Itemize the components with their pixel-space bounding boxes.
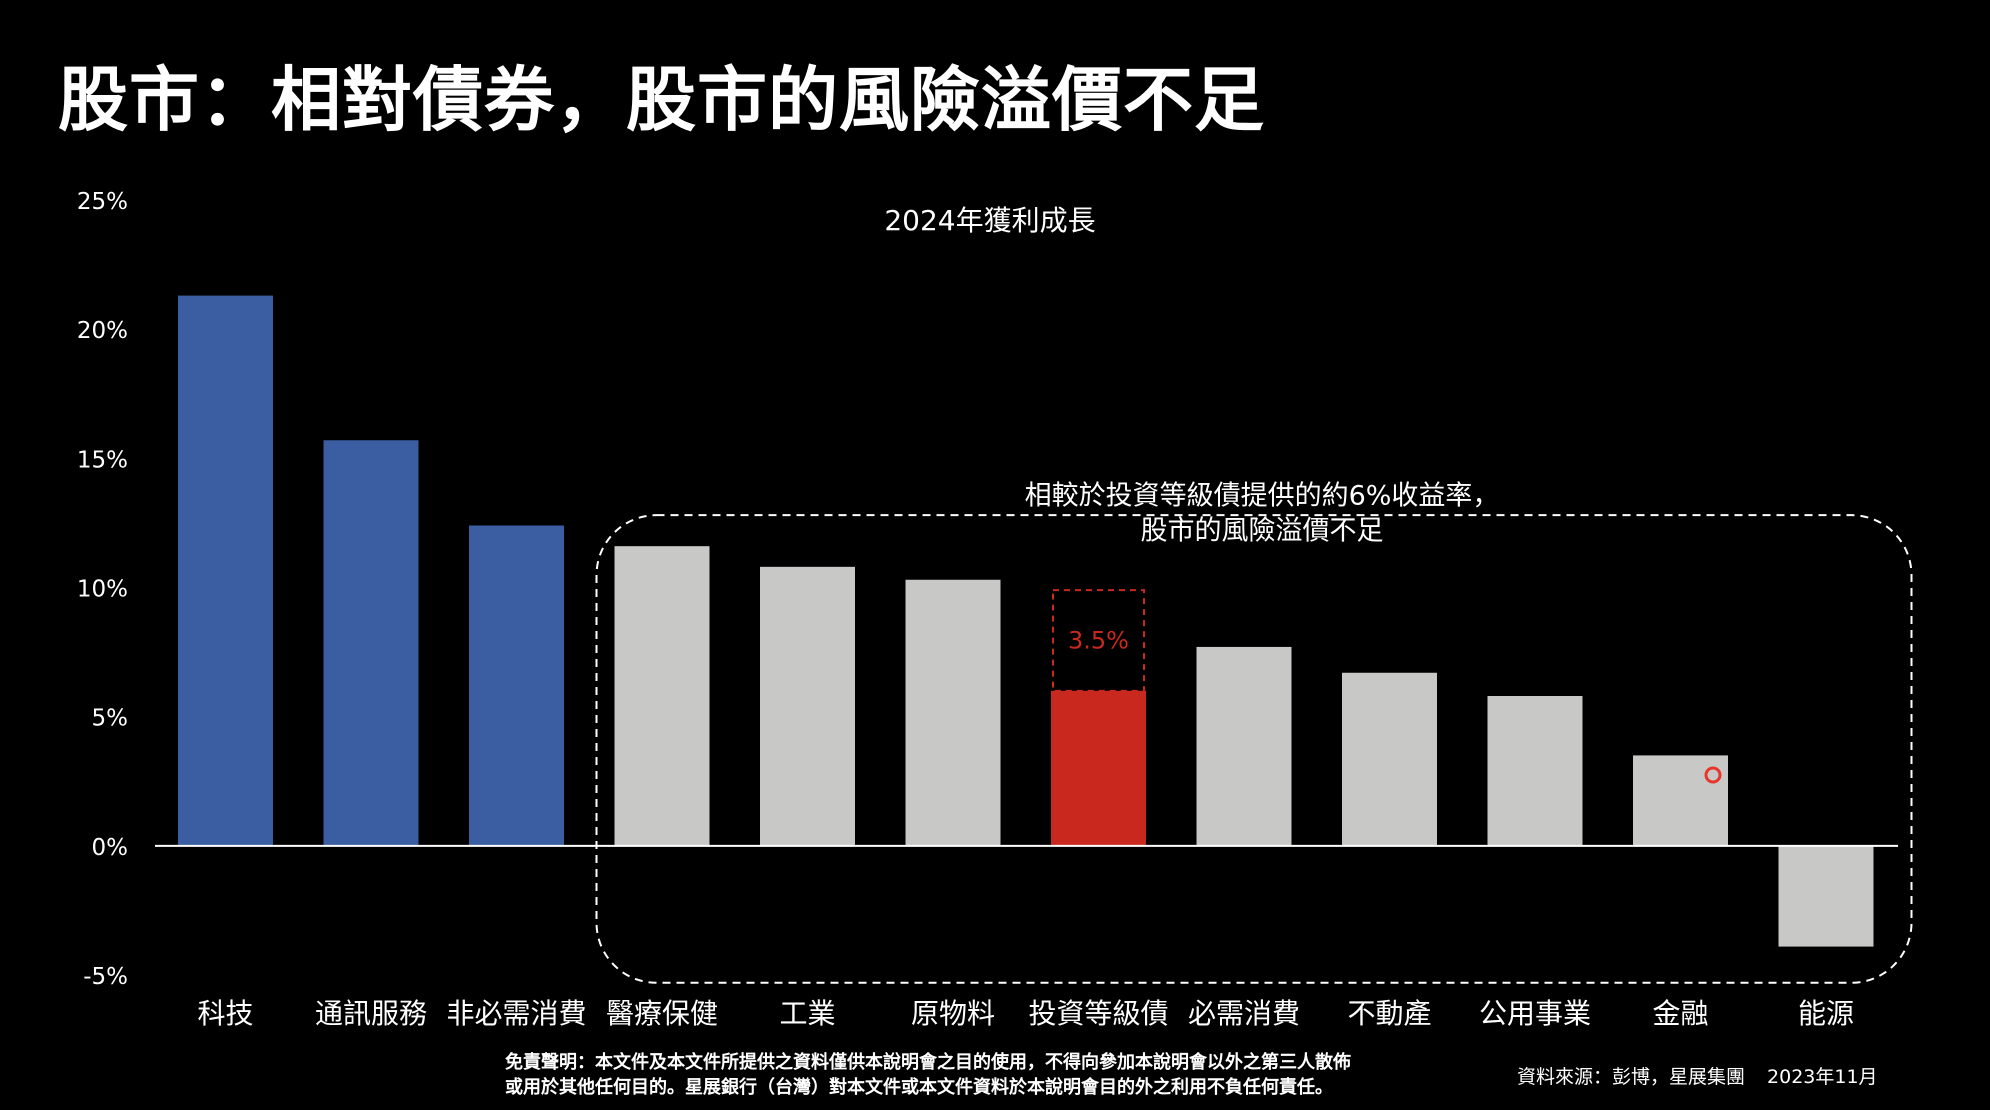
- bar: [1633, 755, 1728, 846]
- bar: [1778, 845, 1874, 947]
- box-annotation-line2: 股市的風險溢價不足: [1141, 515, 1384, 546]
- highlight-dashed-box: [595, 514, 1913, 984]
- x-axis-labels: 科技 通訊服務 非必需消費 醫療保健 工業 原物料 投資等級債 必需消費 不動產 公用事業 金融 能源: [197, 997, 1854, 1030]
- x-tick-label: 醫療保健: [606, 997, 718, 1030]
- x-tick-label: 投資等級債: [1028, 997, 1168, 1030]
- bars-group: [178, 295, 1874, 947]
- x-tick-label: 原物料: [911, 997, 995, 1030]
- x-tick-label: 金融: [1652, 997, 1708, 1030]
- x-tick-label: 非必需消費: [446, 997, 586, 1030]
- bar: [323, 440, 419, 846]
- bar: [1051, 690, 1146, 846]
- y-tick-label: 5%: [92, 706, 129, 732]
- y-tick-label: 10%: [77, 577, 128, 603]
- box-annotation-line1: 相較於投資等級債提供的約6%收益率，: [1025, 480, 1500, 511]
- disclaimer-line-2: 或用於其他任何目的。星展銀行（台灣）對本文件或本文件資料於本說明會目的外之利用不…: [505, 1077, 1333, 1098]
- y-axis: 25% 20% 15% 10% 5% 0% -5%: [77, 189, 128, 990]
- source-text: 資料來源：彭博，星展集團: [1517, 1066, 1746, 1088]
- x-tick-label: 能源: [1798, 997, 1854, 1030]
- y-tick-label: 0%: [92, 835, 129, 861]
- y-tick-label: -5%: [83, 964, 128, 990]
- x-tick-label: 不動產: [1347, 997, 1431, 1030]
- bar: [469, 525, 564, 846]
- x-tick-label: 必需消費: [1188, 997, 1300, 1030]
- disclaimer: 免責聲明：本文件及本文件所提供之資料僅供本說明會之目的使用，不得向參加本說明會以…: [505, 1050, 1505, 1100]
- bar: [905, 579, 1001, 846]
- source-note: 資料來源：彭博，星展集團 2023年11月: [1517, 1062, 1878, 1089]
- x-tick-label: 科技: [197, 997, 253, 1030]
- x-tick-label: 工業: [779, 997, 835, 1030]
- bar: [614, 546, 710, 846]
- bar: [1487, 696, 1583, 846]
- bar: [178, 295, 273, 846]
- y-tick-label: 20%: [77, 318, 128, 344]
- page-title: 股市：相對債券，股市的風險溢價不足: [58, 59, 1265, 141]
- source-date: 2023年11月: [1767, 1066, 1878, 1088]
- spread-label: 3.5%: [1068, 626, 1129, 654]
- y-tick-label: 25%: [77, 189, 128, 215]
- spread-dashed-box: [1052, 589, 1145, 692]
- y-tick-label: 15%: [77, 447, 128, 473]
- disclaimer-line-1: 免責聲明：本文件及本文件所提供之資料僅供本說明會之目的使用，不得向參加本說明會以…: [505, 1052, 1351, 1073]
- bar: [1196, 646, 1292, 846]
- chart-title: 2024年獲利成長: [884, 204, 1095, 237]
- bar: [760, 566, 855, 846]
- x-tick-label: 公用事業: [1479, 997, 1591, 1030]
- bar: [1342, 672, 1437, 846]
- cursor-indicator-icon: [1704, 766, 1722, 784]
- x-tick-label: 通訊服務: [315, 997, 427, 1030]
